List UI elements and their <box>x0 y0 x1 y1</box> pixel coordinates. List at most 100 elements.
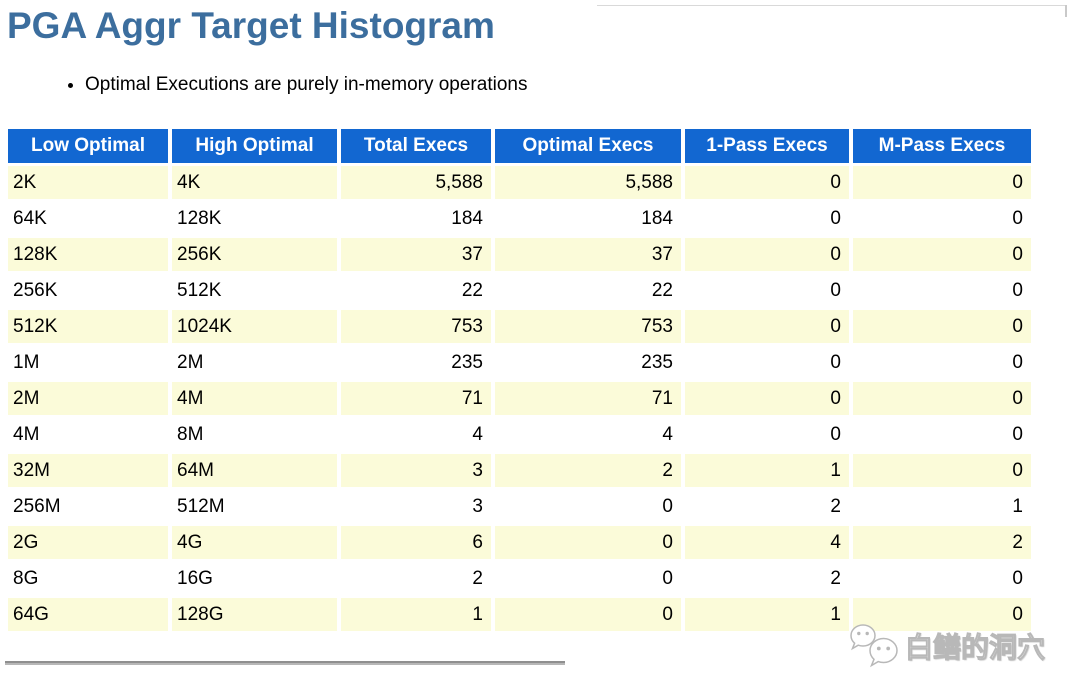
table-row: 128K 256K 37 37 0 0 <box>8 238 1031 272</box>
table-cell: 37 <box>341 238 491 272</box>
watermark: 白鳝的洞穴 <box>848 623 1046 669</box>
table-cell: 1 <box>685 454 849 488</box>
table-cell: 0 <box>685 382 849 416</box>
table-row: 64G 128G 1 0 1 0 <box>8 598 1031 632</box>
table-row: 256K 512K 22 22 0 0 <box>8 274 1031 308</box>
table-cell: 22 <box>495 274 681 308</box>
table-cell: 753 <box>495 310 681 344</box>
column-header-1-pass-execs: 1-Pass Execs <box>685 129 849 164</box>
table-cell: 0 <box>853 238 1031 272</box>
table-cell: 5,588 <box>341 166 491 200</box>
table-cell: 37 <box>495 238 681 272</box>
table-row: 512K 1024K 753 753 0 0 <box>8 310 1031 344</box>
table-header-row: Low Optimal High Optimal Total Execs Optima… <box>8 129 1031 164</box>
table-cell: 32M <box>8 454 168 488</box>
table-cell: 64M <box>172 454 337 488</box>
table-cell: 0 <box>853 454 1031 488</box>
table-row: 2G 4G 6 0 4 2 <box>8 526 1031 560</box>
table-cell: 0 <box>685 310 849 344</box>
table-cell: 4 <box>495 418 681 452</box>
pga-histogram-table: Low Optimal High Optimal Total Execs Optima… <box>4 126 1035 634</box>
table-cell: 128K <box>8 238 168 272</box>
notes-list: Optimal Executions are purely in-memory … <box>0 73 1067 97</box>
table-row: 32M 64M 3 2 1 0 <box>8 454 1031 488</box>
table-cell: 1 <box>853 490 1031 524</box>
table-cell: 2 <box>341 562 491 596</box>
table-cell: 256K <box>8 274 168 308</box>
table-cell: 0 <box>685 238 849 272</box>
table-cell: 1 <box>341 598 491 632</box>
table-cell: 22 <box>341 274 491 308</box>
table-cell: 3 <box>341 454 491 488</box>
table-cell: 184 <box>495 202 681 236</box>
table-cell: 256M <box>8 490 168 524</box>
column-header-total-execs: Total Execs <box>341 129 491 164</box>
table-cell: 0 <box>685 418 849 452</box>
table-cell: 0 <box>685 166 849 200</box>
column-header-high-optimal: High Optimal <box>172 129 337 164</box>
table-cell: 2K <box>8 166 168 200</box>
table-cell: 71 <box>495 382 681 416</box>
table-cell: 512M <box>172 490 337 524</box>
table-cell: 2 <box>495 454 681 488</box>
column-header-optimal-execs: Optimal Execs <box>495 129 681 164</box>
table-cell: 128K <box>172 202 337 236</box>
table-cell: 4 <box>341 418 491 452</box>
table-cell: 753 <box>341 310 491 344</box>
table-cell: 0 <box>853 562 1031 596</box>
table-cell: 8M <box>172 418 337 452</box>
table-cell: 64G <box>8 598 168 632</box>
report-page: PGA Aggr Target Histogram Optimal Execut… <box>0 5 1067 698</box>
table-cell: 0 <box>685 346 849 380</box>
column-header-m-pass-execs: M-Pass Execs <box>853 129 1031 164</box>
table-row: 256M 512M 3 0 2 1 <box>8 490 1031 524</box>
table-cell: 16G <box>172 562 337 596</box>
table-cell: 0 <box>853 166 1031 200</box>
table-cell: 0 <box>853 202 1031 236</box>
window-edge-top <box>597 5 1067 6</box>
table-cell: 4G <box>172 526 337 560</box>
table-cell: 3 <box>341 490 491 524</box>
table-body: 2K 4K 5,588 5,588 0 0 64K 128K 184 184 0 0 128K 256K 3… <box>8 166 1031 632</box>
column-header-low-optimal: Low Optimal <box>8 129 168 164</box>
table-cell: 2M <box>172 346 337 380</box>
table-cell: 235 <box>341 346 491 380</box>
table-cell: 8G <box>8 562 168 596</box>
table-cell: 4M <box>172 382 337 416</box>
table-row: 4M 8M 4 4 0 0 <box>8 418 1031 452</box>
table-cell: 64K <box>8 202 168 236</box>
table-cell: 4 <box>685 526 849 560</box>
table-cell: 0 <box>853 346 1031 380</box>
table-cell: 2M <box>8 382 168 416</box>
bottom-divider <box>5 661 565 666</box>
table-cell: 256K <box>172 238 337 272</box>
watermark-text: 白鳝的洞穴 <box>904 632 1046 664</box>
table-cell: 4M <box>8 418 168 452</box>
table-cell: 0 <box>685 274 849 308</box>
table-cell: 512K <box>172 274 337 308</box>
table-cell: 512K <box>8 310 168 344</box>
table-cell: 1 <box>685 598 849 632</box>
table-cell: 0 <box>495 598 681 632</box>
table-cell: 0 <box>685 202 849 236</box>
wechat-icon <box>850 624 898 668</box>
page-title: PGA Aggr Target Histogram <box>7 5 495 46</box>
table-cell: 0 <box>495 490 681 524</box>
table-row: 2K 4K 5,588 5,588 0 0 <box>8 166 1031 200</box>
table-cell: 0 <box>495 526 681 560</box>
table-cell: 5,588 <box>495 166 681 200</box>
table-cell: 184 <box>341 202 491 236</box>
window-edge-right <box>1065 5 1067 17</box>
table-cell: 4K <box>172 166 337 200</box>
table-cell: 2 <box>853 526 1031 560</box>
table-cell: 71 <box>341 382 491 416</box>
table-row: 64K 128K 184 184 0 0 <box>8 202 1031 236</box>
note-item: Optimal Executions are purely in-memory … <box>85 73 1067 97</box>
table-cell: 0 <box>853 382 1031 416</box>
table-cell: 0 <box>495 562 681 596</box>
table-row: 1M 2M 235 235 0 0 <box>8 346 1031 380</box>
table-cell: 0 <box>853 310 1031 344</box>
table-cell: 2 <box>685 490 849 524</box>
table-row: 2M 4M 71 71 0 0 <box>8 382 1031 416</box>
table-cell: 0 <box>853 418 1031 452</box>
